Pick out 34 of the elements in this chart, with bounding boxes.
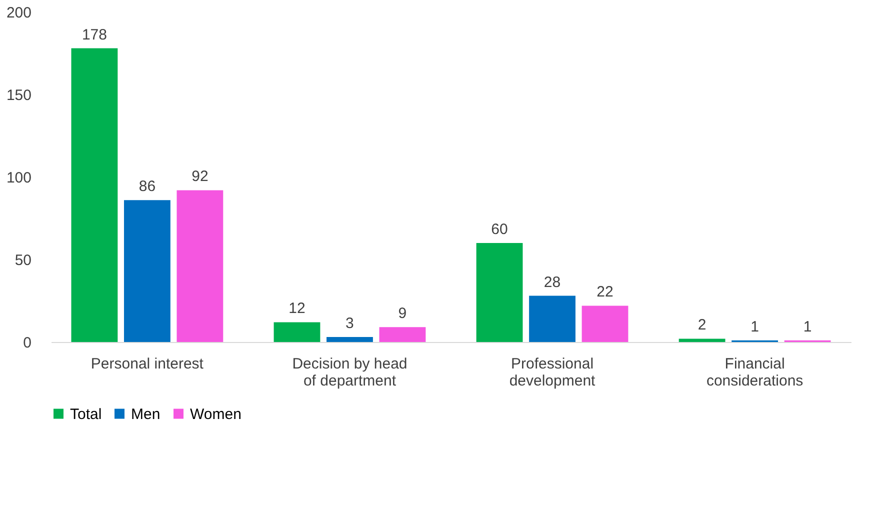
legend-label: Women: [190, 406, 242, 423]
bar: [379, 327, 426, 342]
bar: [124, 200, 170, 342]
bar: [176, 190, 224, 342]
y-tick-label: 200: [6, 4, 32, 22]
data-label: 12: [288, 300, 306, 318]
data-label: 1: [750, 318, 759, 336]
data-label: 2: [698, 316, 706, 334]
bar: [582, 306, 628, 342]
bar: [274, 322, 320, 342]
y-tick-label: 100: [6, 170, 32, 186]
bar: [71, 48, 118, 342]
x-tick-label: Decision by head of department: [292, 356, 408, 390]
bar: [529, 296, 576, 342]
bar: [678, 338, 726, 342]
data-label: 1: [803, 318, 812, 336]
data-label: 60: [491, 221, 508, 238]
y-tick-label: 0: [23, 334, 32, 352]
bar: [476, 243, 523, 342]
x-tick-label: Financial considerations: [706, 356, 804, 390]
x-tick-label: Professional development: [509, 356, 596, 390]
y-tick-label: 50: [14, 252, 32, 269]
y-tick-label: 150: [6, 87, 32, 104]
data-label: 86: [138, 178, 156, 196]
legend-label: Men: [131, 406, 160, 423]
x-tick-label: Personal interest: [90, 356, 204, 372]
data-label: 9: [398, 305, 407, 322]
data-label: 22: [596, 284, 614, 301]
bar: [326, 337, 373, 342]
data-label: 92: [192, 168, 208, 186]
data-label: 3: [346, 315, 354, 332]
legend-label: Total: [70, 406, 102, 423]
data-label: 28: [544, 274, 561, 291]
data-label: 178: [82, 26, 107, 44]
